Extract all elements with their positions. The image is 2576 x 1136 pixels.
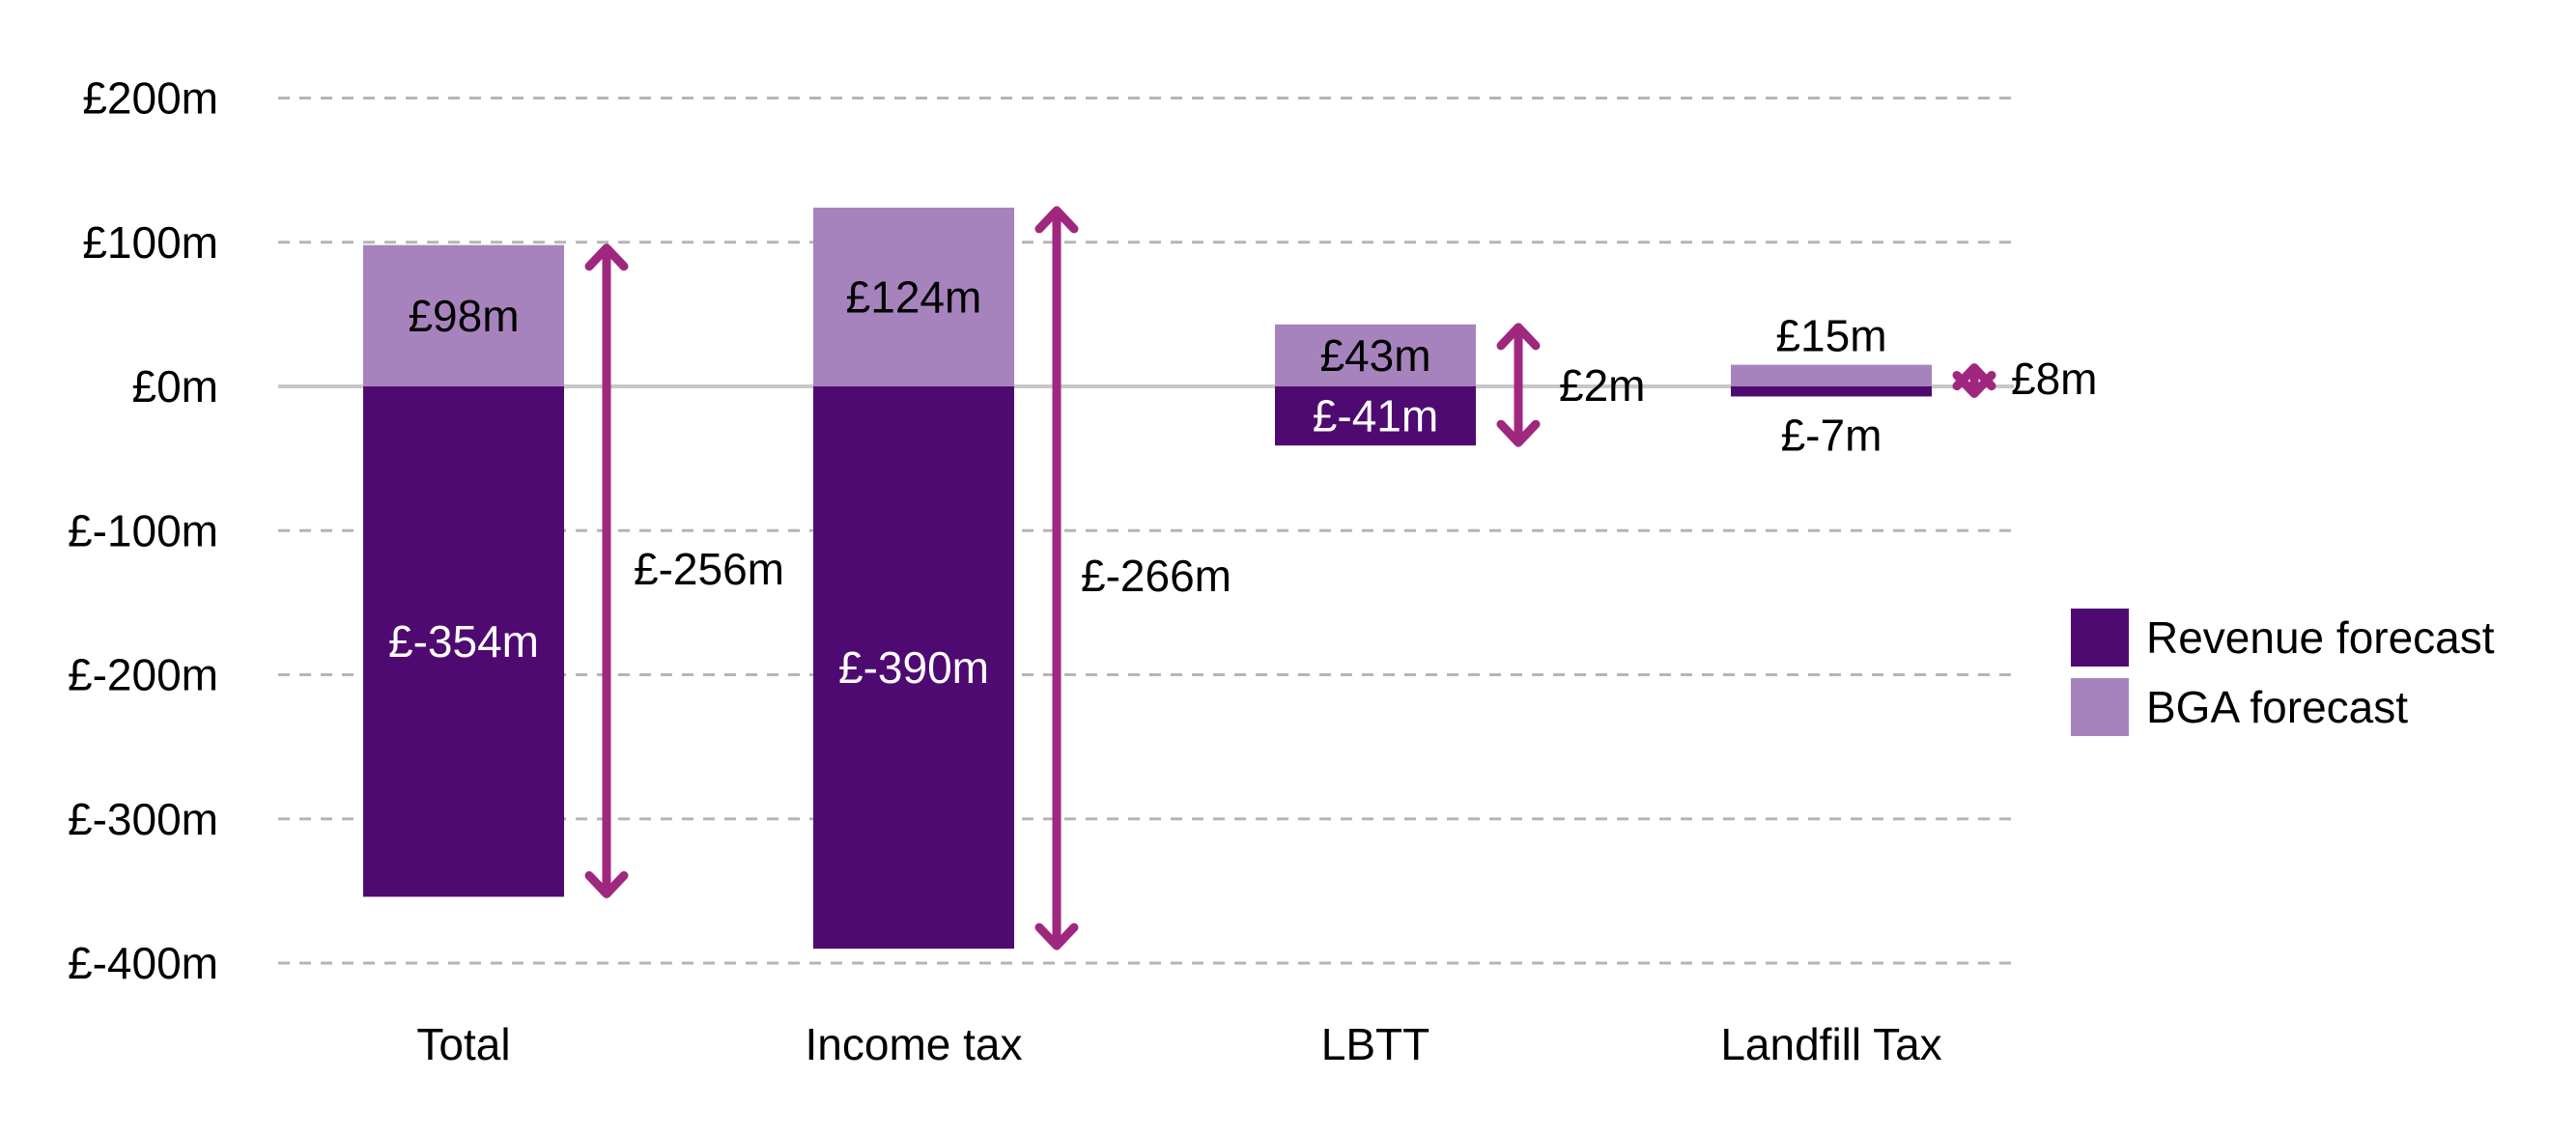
category-label: LBTT	[1321, 1019, 1430, 1069]
bars: £98m £-354m £124m £-390m £43m £-41m £15m £-7m	[363, 207, 1932, 950]
legend-label-revenue: Revenue forecast	[2146, 612, 2495, 663]
difference-arrows: £-256m £-266m £2m £8m	[584, 206, 2097, 951]
difference-label-total: £-256m	[634, 544, 784, 594]
y-tick-label: £0m	[132, 361, 218, 412]
data-label-revenue-income-tax: £-390m	[838, 642, 989, 693]
arrowhead-down	[1496, 419, 1541, 447]
y-tick-label: £200m	[82, 73, 218, 124]
gridlines	[278, 97, 2014, 965]
arrowhead-down	[1952, 370, 1996, 398]
arrowhead-up	[1496, 323, 1541, 351]
x-axis: Total Income tax LBTT Landfill Tax	[416, 1019, 1941, 1069]
y-tick-label: £100m	[82, 217, 218, 268]
data-label-bga-lbtt: £43m	[1319, 330, 1430, 381]
data-label-bga-landfill-tax: £15m	[1775, 311, 1886, 361]
bar-revenue-landfill-tax	[1731, 386, 1932, 397]
difference-label-income-tax: £-266m	[1081, 551, 1231, 601]
data-label-bga-income-tax: £124m	[846, 271, 982, 322]
data-label-bga-total: £98m	[408, 291, 519, 341]
bar-revenue-income-tax	[813, 386, 1014, 950]
legend: Revenue forecast BGA forecast	[2071, 609, 2495, 736]
category-label: Total	[416, 1019, 510, 1069]
y-tick-label: £-100m	[68, 505, 218, 555]
data-label-revenue-landfill-tax: £-7m	[1781, 410, 1882, 460]
bar-bga-total	[363, 244, 564, 386]
y-axis: £200m £100m £0m £-100m £-200m £-300m £-400m	[68, 73, 218, 989]
arrowhead-up	[1034, 206, 1079, 234]
difference-label-landfill-tax: £8m	[2011, 354, 2097, 404]
y-tick-label: £-200m	[68, 650, 218, 700]
bar-bga-income-tax	[813, 207, 1014, 386]
arrowhead-down	[584, 870, 629, 898]
category-label: Landfill Tax	[1720, 1019, 1941, 1069]
legend-swatch-revenue	[2071, 609, 2129, 667]
data-label-revenue-total: £-354m	[388, 616, 539, 667]
difference-label-lbtt: £2m	[1559, 360, 1645, 411]
bar-bga-landfill-tax	[1731, 364, 1932, 386]
legend-label-bga: BGA forecast	[2146, 682, 2408, 732]
data-label-revenue-lbtt: £-41m	[1313, 391, 1438, 441]
arrowhead-down	[1034, 923, 1079, 951]
category-label: Income tax	[806, 1019, 1023, 1069]
bar-revenue-lbtt	[1275, 386, 1476, 446]
y-tick-label: £-300m	[68, 794, 218, 844]
bar-bga-lbtt	[1275, 324, 1476, 386]
bar-revenue-total	[363, 386, 564, 897]
y-tick-label: £-400m	[68, 938, 218, 988]
arrowhead-up	[584, 243, 629, 271]
legend-swatch-bga	[2071, 678, 2129, 736]
